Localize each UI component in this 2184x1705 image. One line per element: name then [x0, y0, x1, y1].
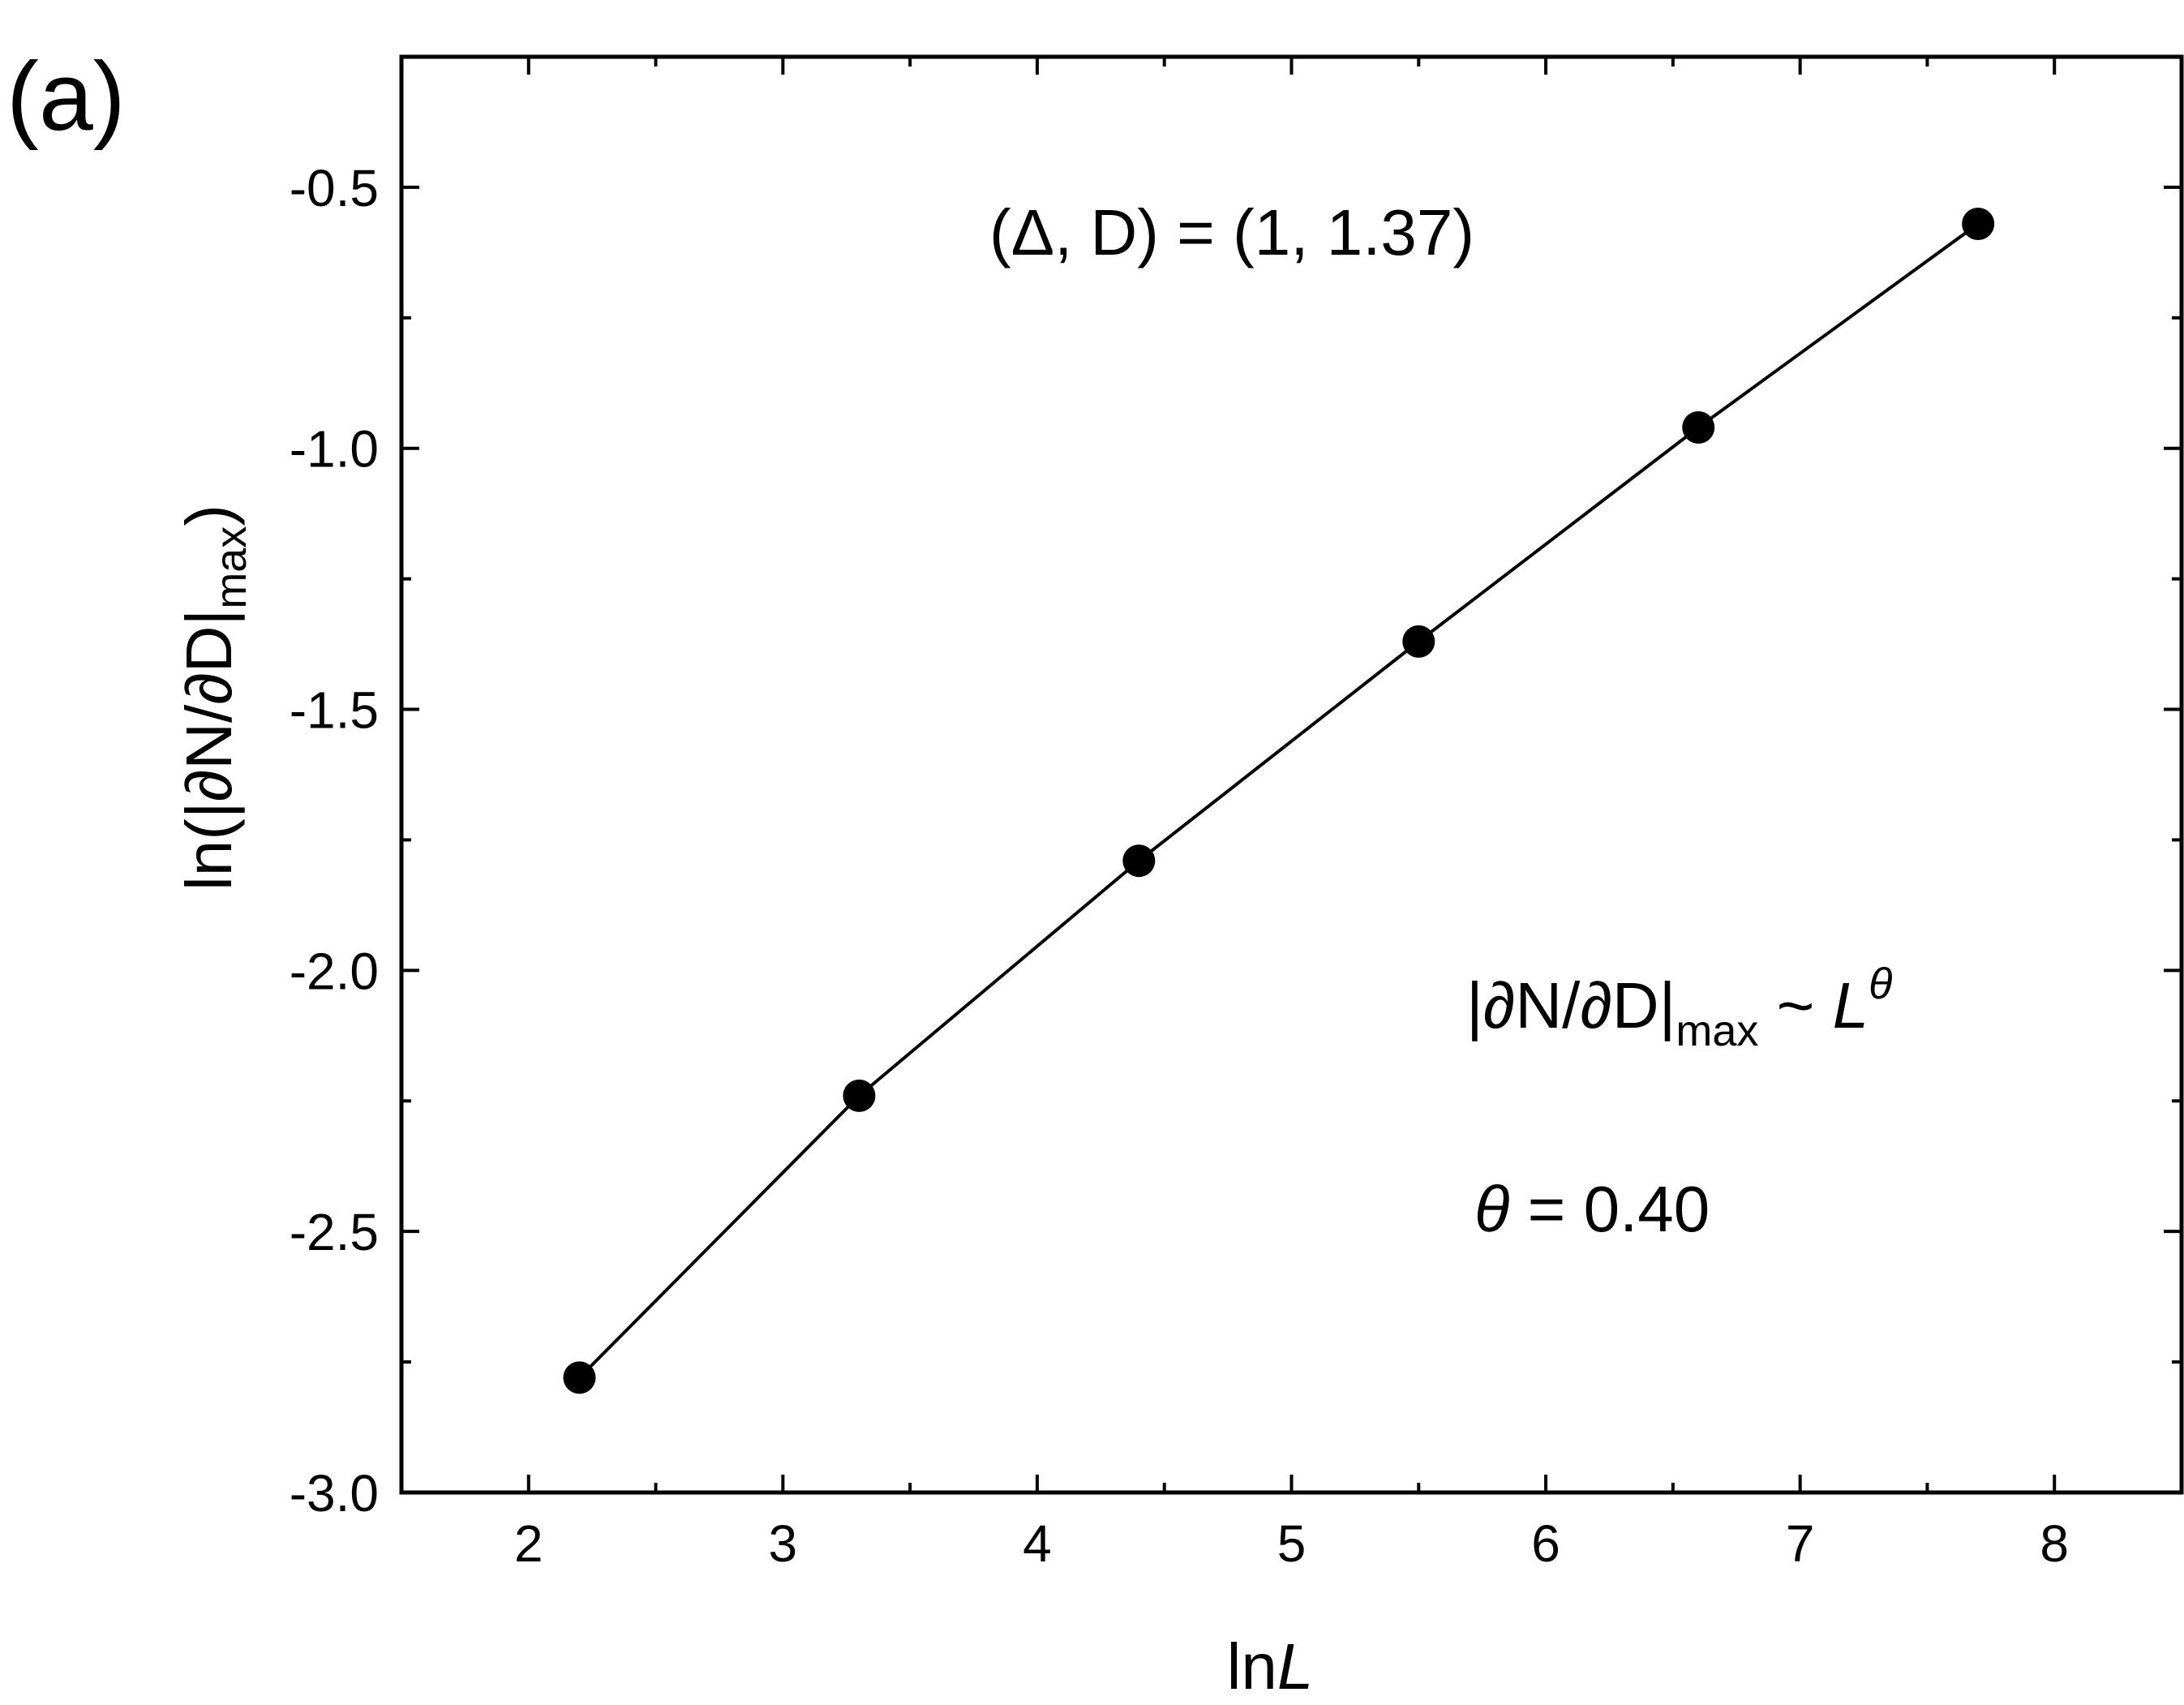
- x-tick-label: 4: [1023, 1514, 1052, 1573]
- series-line: [578, 222, 1980, 1379]
- theta-value: = 0.40: [1509, 1173, 1710, 1245]
- x-tick-label: 7: [1786, 1514, 1815, 1573]
- x-tick-label: 2: [514, 1514, 543, 1573]
- y-tick-label: -1.0: [290, 420, 379, 479]
- x-tick-label: 5: [1277, 1514, 1307, 1573]
- scaling-left: |∂N/∂D|: [1466, 969, 1676, 1041]
- x-tick-label: 6: [1531, 1514, 1560, 1573]
- theta-symbol: θ: [1474, 1173, 1509, 1245]
- x-tick-label: 8: [2040, 1514, 2069, 1573]
- params-annotation: (Δ, D) = (1, 1.37): [989, 196, 1474, 268]
- y-tick-label: -2.5: [290, 1203, 379, 1261]
- y-axis-label: ln(|∂N/∂D|max): [173, 505, 255, 891]
- x-axis-label-var: L: [1277, 1630, 1314, 1703]
- axis-ticks: [401, 55, 2182, 1494]
- x-tick-label: 3: [769, 1514, 798, 1573]
- y-axis-label-sub: max: [207, 526, 255, 609]
- y-tick-label: -3.0: [290, 1464, 379, 1522]
- scaling-base: L: [1833, 969, 1869, 1041]
- data-point: [563, 1361, 596, 1394]
- data-point: [1962, 207, 1995, 240]
- y-axis-label-close: ): [173, 505, 245, 526]
- plot-frame: [399, 54, 2184, 1495]
- y-tick-label: -2.0: [290, 942, 379, 1000]
- scaling-exp: θ: [1869, 960, 1892, 1008]
- scaling-annotation: |∂N/∂D|max ~ Lθ: [1466, 960, 1892, 1055]
- data-point: [1122, 844, 1156, 878]
- data-point: [1682, 410, 1715, 444]
- data-points: [563, 207, 1995, 1394]
- x-axis-label: lnL: [1227, 1630, 1314, 1703]
- x-tick-labels: 2 3 4 5 6 7 8: [514, 1514, 2069, 1573]
- y-tick-labels: -3.0 -2.5 -2.0 -1.5 -1.0 -0.5: [290, 159, 379, 1522]
- y-tick-label: -0.5: [290, 159, 379, 217]
- y-tick-label: -1.5: [290, 681, 379, 740]
- panel-label: (a): [6, 42, 126, 151]
- x-axis-label-prefix: ln: [1227, 1630, 1277, 1703]
- y-axis-label-main: ln(|∂N/∂D|: [173, 609, 245, 891]
- scaling-mid: ~: [1758, 969, 1832, 1041]
- data-point: [843, 1079, 876, 1112]
- theta-annotation: θ = 0.40: [1474, 1173, 1710, 1245]
- scaling-sub: max: [1676, 1007, 1758, 1055]
- data-point: [1402, 625, 1435, 658]
